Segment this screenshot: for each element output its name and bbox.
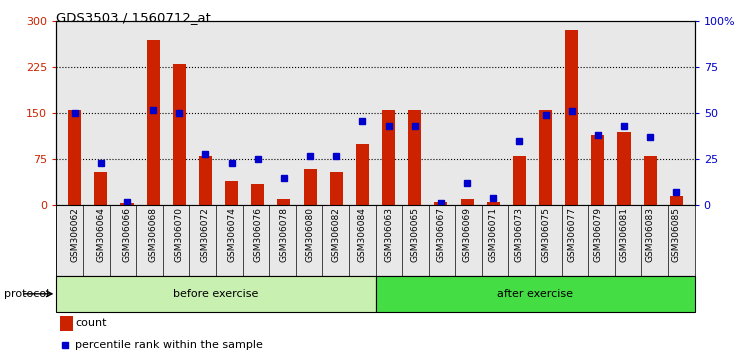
Bar [382,110,395,205]
Bar [173,64,185,205]
Text: GSM306077: GSM306077 [567,207,576,262]
Text: GSM306085: GSM306085 [672,207,681,262]
Bar [225,181,238,205]
Text: GSM306067: GSM306067 [436,207,445,262]
Text: GSM306080: GSM306080 [306,207,315,262]
Bar [146,40,160,205]
Text: GSM306064: GSM306064 [96,207,105,262]
Bar [434,202,448,205]
Bar [199,156,212,205]
Bar [513,156,526,205]
Bar [277,199,291,205]
Bar [252,184,264,205]
Bar [539,110,552,205]
Bar [670,196,683,205]
Text: GSM306070: GSM306070 [175,207,184,262]
Bar [617,132,631,205]
Text: percentile rank within the sample: percentile rank within the sample [75,339,264,350]
Bar [644,156,656,205]
Text: GSM306069: GSM306069 [463,207,472,262]
Bar [591,135,605,205]
Text: GSM306062: GSM306062 [70,207,79,262]
Bar [487,202,499,205]
Text: GSM306082: GSM306082 [332,207,341,262]
Bar [409,110,421,205]
Text: GSM306081: GSM306081 [620,207,629,262]
Bar [68,110,81,205]
Text: GSM306075: GSM306075 [541,207,550,262]
Text: protocol: protocol [4,289,49,299]
Text: count: count [75,318,107,329]
Bar [460,199,474,205]
Text: GSM306068: GSM306068 [149,207,158,262]
Bar [566,30,578,205]
Bar [95,172,107,205]
Text: GSM306076: GSM306076 [253,207,262,262]
Text: GSM306066: GSM306066 [122,207,131,262]
Text: GSM306073: GSM306073 [515,207,524,262]
Bar [356,144,369,205]
Text: GSM306071: GSM306071 [489,207,498,262]
Text: GSM306065: GSM306065 [410,207,419,262]
Text: GSM306063: GSM306063 [384,207,393,262]
Bar [330,172,342,205]
Text: GDS3503 / 1560712_at: GDS3503 / 1560712_at [56,11,211,24]
Bar [56,276,376,312]
Text: GSM306078: GSM306078 [279,207,288,262]
Text: after exercise: after exercise [497,289,573,299]
Text: GSM306074: GSM306074 [227,207,236,262]
Text: GSM306083: GSM306083 [646,207,655,262]
Text: GSM306072: GSM306072 [201,207,210,262]
Bar [59,316,73,331]
Bar [120,204,134,205]
Text: GSM306084: GSM306084 [358,207,367,262]
Bar [303,169,317,205]
Text: before exercise: before exercise [173,289,258,299]
Bar [376,276,695,312]
Text: GSM306079: GSM306079 [593,207,602,262]
